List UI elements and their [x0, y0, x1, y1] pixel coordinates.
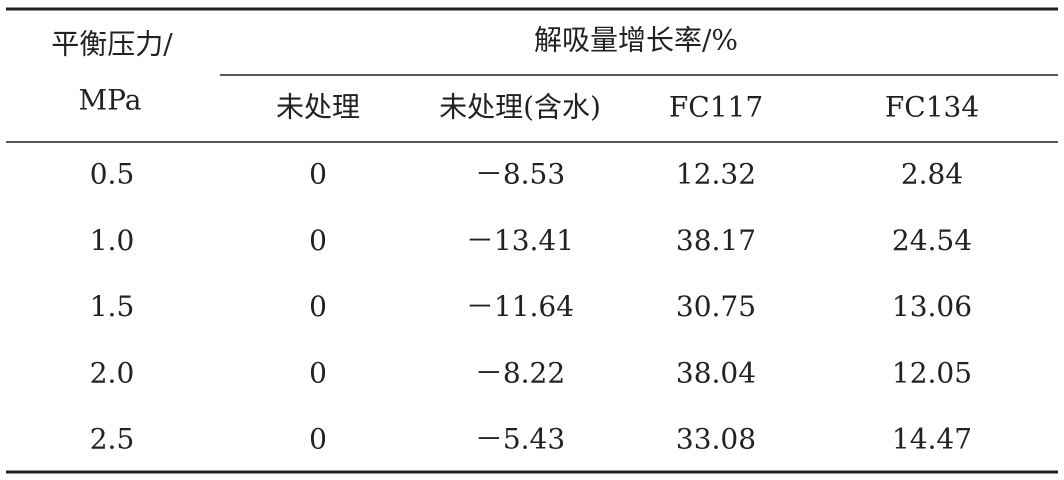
table-cell: 38.17	[676, 224, 756, 257]
table-cell: －8.53	[475, 158, 565, 191]
table-cell: 1.5	[90, 290, 135, 323]
table-cell: 38.04	[676, 356, 756, 389]
table-cell: 0.5	[90, 158, 135, 191]
table-cell: 30.75	[676, 290, 756, 323]
table-cell: 0	[309, 224, 327, 257]
table-cell: 2.5	[90, 423, 135, 456]
pressure-header: 平衡压力/	[51, 28, 173, 61]
table-cell: 0	[309, 423, 327, 456]
table-cell: －5.43	[475, 423, 565, 456]
table-cell: 2.0	[90, 356, 135, 389]
column-header: FC117	[669, 91, 763, 124]
table-cell: 0	[309, 290, 327, 323]
table-cell: 0	[309, 158, 327, 191]
table-cell: 24.54	[892, 224, 972, 257]
table-cell: －11.64	[466, 290, 574, 323]
table-cell: 0	[309, 356, 327, 389]
table-cell: －8.22	[475, 356, 565, 389]
table-cell: 12.32	[676, 158, 756, 191]
table-cell: 12.05	[892, 356, 972, 389]
group-header: 解吸量增长率/%	[534, 24, 738, 57]
column-header: FC134	[885, 91, 979, 124]
table-cell: 14.47	[892, 423, 972, 456]
table-cell: 1.0	[90, 224, 135, 257]
column-header: 未处理(含水)	[439, 91, 601, 124]
pressure-unit: MPa	[79, 84, 142, 117]
column-header: 未处理	[276, 91, 360, 124]
table-cell: 13.06	[892, 290, 972, 323]
table-cell: －13.41	[466, 224, 574, 257]
table-cell: 2.84	[901, 158, 963, 191]
table-cell: 33.08	[676, 423, 756, 456]
